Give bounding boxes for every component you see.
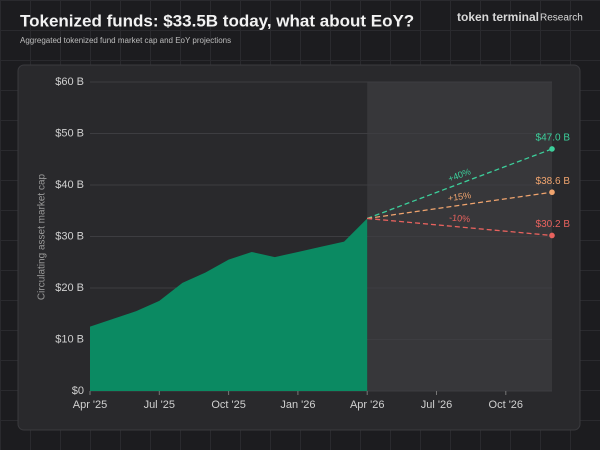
x-tick-label: Apr '25 <box>73 399 108 411</box>
chart-title: Tokenized funds: $33.5B today, what abou… <box>20 11 414 30</box>
y-tick-label: $20 B <box>55 282 84 294</box>
projection-point <box>549 189 555 196</box>
projection-line <box>367 191 553 220</box>
y-axis-label: Circulating asset market cap <box>37 173 48 300</box>
x-tick-label: Oct '25 <box>211 399 246 411</box>
projection-value-label: $30.2 B <box>536 219 571 230</box>
x-tick-label: Oct '26 <box>489 399 524 411</box>
projection-line <box>367 217 553 237</box>
brand: token terminal <box>457 10 539 24</box>
y-tick-label: $40 B <box>55 179 84 191</box>
y-tick-label: $10 B <box>55 333 84 345</box>
projection-change-label: -10% <box>449 212 471 224</box>
projection-change-label: +15% <box>447 190 471 203</box>
projection-value-label: $47.0 B <box>536 133 571 144</box>
brand-suffix: Research <box>540 13 583 24</box>
x-tick-label: Jul '26 <box>421 399 452 411</box>
projection-line <box>366 148 553 220</box>
y-tick-label: $0 <box>72 385 84 397</box>
x-tick-label: Jul '25 <box>144 399 175 411</box>
projection-point <box>549 232 555 239</box>
y-tick-label: $50 B <box>55 127 84 139</box>
x-tick-label: Apr '26 <box>350 399 385 411</box>
area <box>90 218 368 391</box>
x-tick-label: Jan '26 <box>280 399 315 411</box>
y-tick-label: $30 B <box>55 230 84 242</box>
y-tick-label: $60 B <box>55 76 84 88</box>
projection-point <box>549 146 555 152</box>
chart-subtitle: Aggregated tokenized fund market cap and… <box>20 36 231 45</box>
projection-value-label: $38.6 B <box>536 176 571 187</box>
